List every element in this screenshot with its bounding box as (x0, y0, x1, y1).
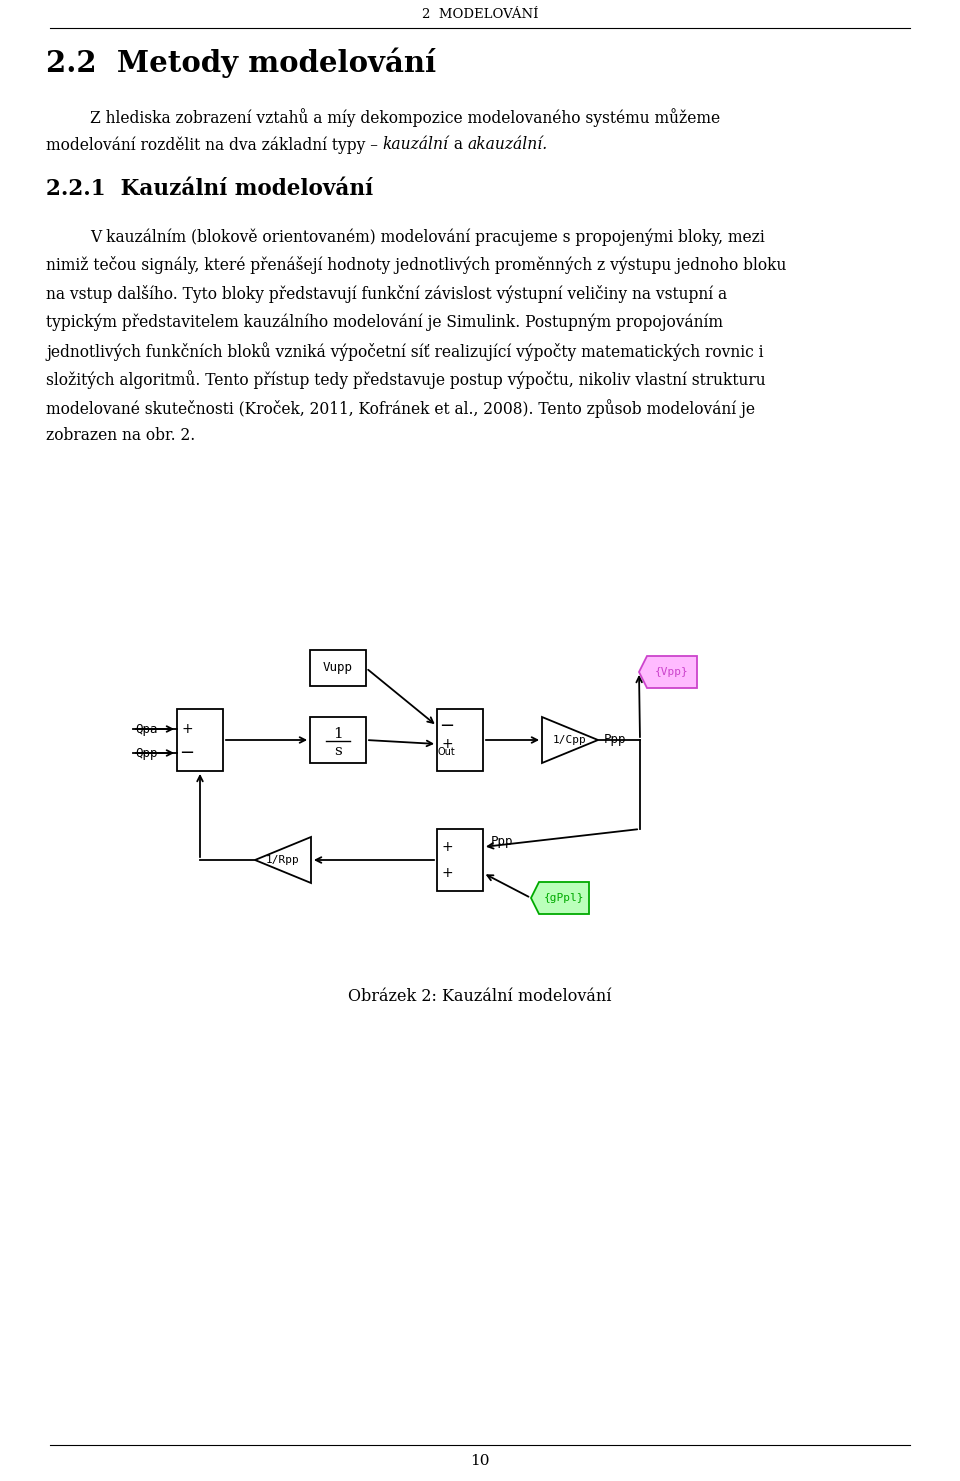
Text: +: + (181, 723, 193, 736)
Text: 2  MODELOVÁNÍ: 2 MODELOVÁNÍ (421, 7, 539, 21)
Text: s: s (334, 743, 342, 758)
Text: typickým představitelem kauzálního modelování je Simulink. Postupným propojování: typickým představitelem kauzálního model… (46, 314, 723, 330)
Text: jednotlivých funkčních bloků vzniká výpočetní síť realizující výpočty matematick: jednotlivých funkčních bloků vzniká výpo… (46, 342, 763, 361)
Text: složitých algoritmů. Tento přístup tedy představuje postup výpočtu, nikoliv vlas: složitých algoritmů. Tento přístup tedy … (46, 370, 766, 390)
Text: −: − (440, 717, 455, 735)
Bar (437, 829, 483, 892)
Bar (437, 709, 483, 772)
Text: akauzální.: akauzální. (468, 136, 548, 153)
Text: 1/Rpp: 1/Rpp (266, 855, 300, 865)
Bar (310, 717, 366, 763)
Text: kauzální: kauzální (383, 136, 448, 153)
Text: Qpp: Qpp (135, 746, 157, 760)
Text: +: + (442, 866, 453, 880)
Text: Out: Out (437, 746, 455, 757)
Text: +: + (442, 840, 453, 855)
Text: +: + (442, 738, 453, 751)
Text: Ppp: Ppp (491, 835, 514, 849)
Text: 2.2.1  Kauzální modelování: 2.2.1 Kauzální modelování (46, 178, 373, 200)
Text: 1/Cpp: 1/Cpp (553, 735, 587, 745)
Text: zobrazen na obr. 2.: zobrazen na obr. 2. (46, 428, 195, 444)
Text: modelování rozdělit na dva základní typy –: modelování rozdělit na dva základní typy… (46, 136, 383, 154)
Text: 1: 1 (333, 727, 343, 740)
Text: Z hlediska zobrazení vztahů a míy dekompozice modelovaného systému můžeme: Z hlediska zobrazení vztahů a míy dekomp… (90, 108, 720, 127)
Text: 10: 10 (470, 1454, 490, 1468)
Text: Ppp: Ppp (604, 733, 627, 746)
Text: Obrázek 2: Kauzální modelování: Obrázek 2: Kauzální modelování (348, 988, 612, 1006)
Text: {gPpl}: {gPpl} (543, 893, 585, 903)
Text: Qpa: Qpa (135, 723, 157, 736)
Text: modelované skutečnosti (Kroček, 2011, Kofránek et al., 2008). Tento způsob model: modelované skutečnosti (Kroček, 2011, Ko… (46, 398, 755, 418)
Text: 2.2  Metody modelování: 2.2 Metody modelování (46, 47, 436, 78)
Polygon shape (542, 717, 598, 763)
Text: a: a (448, 136, 468, 153)
Text: −: − (180, 743, 195, 763)
Text: Vupp: Vupp (323, 662, 353, 674)
Text: nimiž tečou signály, které přenášejí hodnoty jednotlivých proměnných z výstupu j: nimiž tečou signály, které přenášejí hod… (46, 256, 786, 274)
Polygon shape (639, 656, 697, 689)
Bar (177, 709, 223, 772)
Text: {Vpp}: {Vpp} (655, 666, 689, 677)
Bar (310, 650, 366, 686)
Polygon shape (255, 837, 311, 883)
Text: na vstup dalšího. Tyto bloky představují funkční závislost výstupní veličiny na : na vstup dalšího. Tyto bloky představují… (46, 284, 727, 304)
Polygon shape (531, 883, 589, 914)
Text: V kauzálním (blokově orientovaném) modelování pracujeme s propojenými bloky, mez: V kauzálním (blokově orientovaném) model… (90, 228, 765, 246)
